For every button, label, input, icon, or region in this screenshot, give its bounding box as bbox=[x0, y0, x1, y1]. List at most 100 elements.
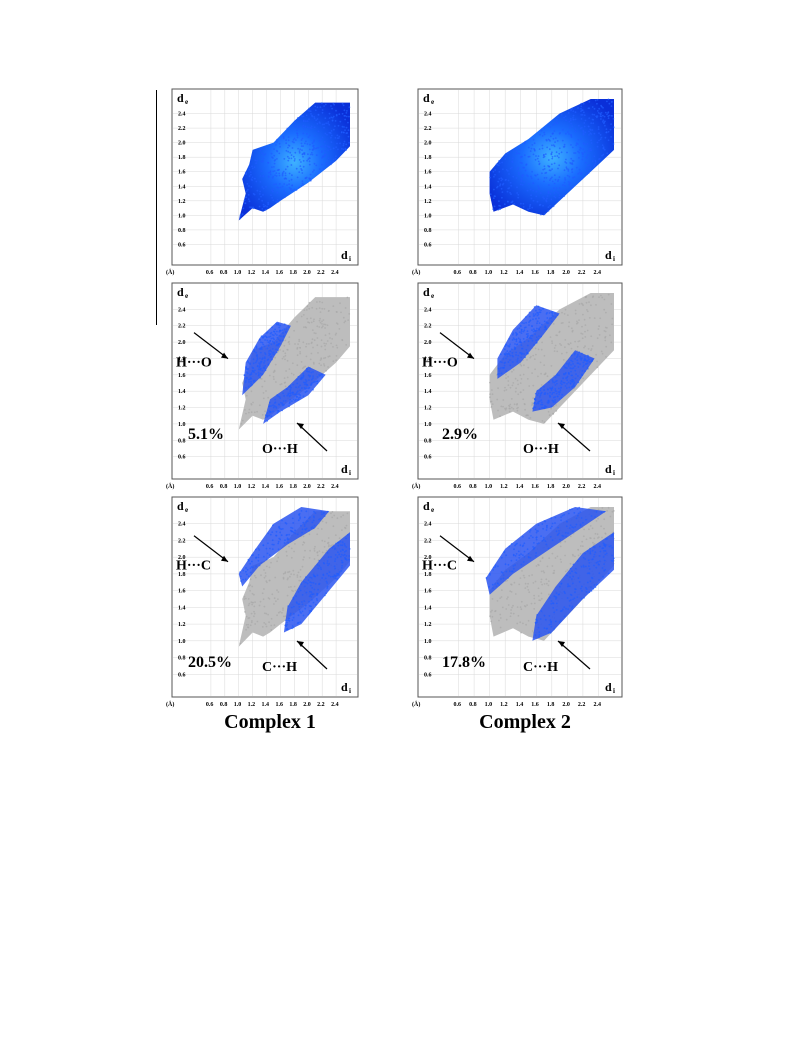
x-tick-label: 0.6 bbox=[454, 484, 462, 490]
contact-region-upper bbox=[238, 507, 330, 587]
di-axis-label: d bbox=[605, 680, 612, 694]
y-tick-label: 1.4 bbox=[424, 184, 432, 190]
y-tick-label: 0.6 bbox=[178, 242, 186, 248]
de-axis-label: d bbox=[177, 91, 184, 105]
y-tick-label: 2.4 bbox=[178, 307, 186, 313]
annotation-upper: H···O bbox=[422, 356, 458, 371]
x-tick-label: 1.8 bbox=[289, 270, 297, 276]
panel-4: 0.6 0.8 1.0 1.2 1.4 1.6 1.8 2.0 2.2 2.4 (Å) 0.6 0.8 1… bbox=[412, 282, 623, 490]
y-tick-label: 1.8 bbox=[424, 572, 432, 578]
panel-1: 0.6 0.8 1.0 1.2 1.4 1.6 1.8 2.0 2.2 2.4 (Å) 0.6 0.8 1… bbox=[166, 88, 359, 276]
x-tick-label: 2.2 bbox=[578, 270, 586, 276]
x-tick-label: 1.0 bbox=[485, 702, 493, 708]
de-axis-label: d bbox=[177, 499, 184, 513]
de-axis-label: d bbox=[423, 285, 430, 299]
y-tick-label: 2.2 bbox=[178, 324, 186, 330]
x-tick-label: 1.0 bbox=[234, 270, 242, 276]
y-tick-label: 1.2 bbox=[178, 622, 186, 628]
arrow-lower bbox=[296, 422, 328, 452]
arrowhead-upper bbox=[221, 555, 228, 562]
x-tick-label: 2.2 bbox=[317, 270, 325, 276]
panel-2: 0.6 0.8 1.0 1.2 1.4 1.6 1.8 2.0 2.2 2.4 (Å) 0.6 0.8 1… bbox=[412, 88, 623, 276]
de-axis-label: d bbox=[423, 91, 430, 105]
contact-speckle-upper bbox=[239, 510, 329, 582]
y-tick-label: 1.4 bbox=[178, 184, 186, 190]
di-axis-subscript: i bbox=[613, 255, 615, 263]
x-tick-label: 1.2 bbox=[500, 484, 508, 490]
y-tick-label: 2.4 bbox=[178, 522, 186, 528]
y-tick-label: 1.8 bbox=[424, 356, 432, 362]
y-tick-label: 2.4 bbox=[424, 112, 432, 118]
y-tick-label: 1.0 bbox=[178, 422, 186, 428]
x-tick-label: 0.8 bbox=[469, 702, 477, 708]
y-tick-label: 1.2 bbox=[424, 406, 432, 412]
y-tick-label: 2.4 bbox=[424, 522, 432, 528]
contribution-percent: 5.1% bbox=[188, 426, 224, 443]
di-axis-label: d bbox=[341, 462, 348, 476]
y-tick-label: 2.4 bbox=[424, 307, 432, 313]
annotation-lower: O···H bbox=[262, 442, 298, 457]
y-tick-label: 1.4 bbox=[424, 389, 432, 395]
di-axis-label: d bbox=[605, 248, 612, 262]
arrow-lower bbox=[557, 640, 591, 670]
contribution-percent: 2.9% bbox=[442, 426, 478, 443]
x-tick-label: 2.2 bbox=[578, 702, 586, 708]
x-tick-label: 2.2 bbox=[578, 484, 586, 490]
y-tick-label: 1.8 bbox=[424, 155, 432, 161]
y-tick-label: 0.8 bbox=[424, 656, 432, 662]
y-tick-label: 1.8 bbox=[178, 356, 186, 362]
x-tick-label: 2.0 bbox=[303, 270, 311, 276]
x-tick-label: 2.4 bbox=[593, 484, 601, 490]
contact-region-lower bbox=[532, 350, 595, 412]
x-tick-label: 2.2 bbox=[317, 702, 325, 708]
de-axis-label: d bbox=[177, 285, 184, 299]
annotation-lower: O···H bbox=[523, 442, 559, 457]
contact-speckle-lower bbox=[265, 367, 324, 422]
de-axis-label: d bbox=[423, 499, 430, 513]
y-tick-label: 2.0 bbox=[424, 141, 432, 147]
di-axis-label: d bbox=[341, 248, 348, 262]
contribution-percent: 20.5% bbox=[188, 654, 232, 671]
y-tick-label: 1.6 bbox=[424, 589, 432, 595]
annotation-upper: H···C bbox=[422, 559, 457, 574]
y-tick-label: 2.0 bbox=[178, 555, 186, 561]
x-tick-label: 0.8 bbox=[469, 270, 477, 276]
x-tick-label: 1.4 bbox=[516, 270, 524, 276]
y-tick-label: 1.2 bbox=[178, 199, 186, 205]
x-tick-label: 0.8 bbox=[220, 702, 228, 708]
annotation-lower: C···H bbox=[262, 660, 297, 675]
de-axis-subscript: e bbox=[431, 506, 434, 514]
de-axis-subscript: e bbox=[185, 98, 188, 106]
background-cloud bbox=[489, 293, 614, 424]
di-axis-subscript: i bbox=[349, 469, 351, 477]
x-tick-label: 1.4 bbox=[262, 484, 270, 490]
x-tick-label: 1.6 bbox=[275, 270, 283, 276]
y-tick-label: 2.2 bbox=[178, 538, 186, 544]
arrow-upper bbox=[193, 535, 229, 563]
fingerprint-speckle bbox=[489, 98, 615, 216]
panel-3: 0.6 0.8 1.0 1.2 1.4 1.6 1.8 2.0 2.2 2.4 (Å) 0.6 0.8 1… bbox=[166, 282, 359, 490]
contribution-percent: 17.8% bbox=[442, 654, 486, 671]
arrowhead-lower bbox=[297, 641, 304, 647]
y-tick-label: 1.0 bbox=[178, 213, 186, 219]
x-tick-label: 0.6 bbox=[206, 702, 214, 708]
x-tick-label: 1.6 bbox=[531, 484, 539, 490]
contact-region-lower bbox=[283, 532, 350, 633]
left-edge-line bbox=[156, 90, 157, 325]
x-tick-label: 1.0 bbox=[234, 702, 242, 708]
x-unit-label: (Å) bbox=[412, 700, 420, 708]
y-tick-label: 1.4 bbox=[178, 389, 186, 395]
contact-region-upper bbox=[485, 507, 607, 595]
y-tick-label: 0.8 bbox=[178, 438, 186, 444]
y-tick-label: 1.2 bbox=[424, 199, 432, 205]
y-tick-label: 0.6 bbox=[424, 455, 432, 461]
x-tick-label: 1.2 bbox=[248, 270, 256, 276]
x-tick-label: 1.0 bbox=[485, 484, 493, 490]
y-tick-label: 1.2 bbox=[178, 406, 186, 412]
x-tick-label: 2.4 bbox=[331, 702, 339, 708]
x-tick-label: 1.4 bbox=[262, 270, 270, 276]
y-tick-label: 1.8 bbox=[178, 155, 186, 161]
y-tick-label: 0.8 bbox=[178, 228, 186, 234]
x-tick-label: 1.6 bbox=[275, 702, 283, 708]
